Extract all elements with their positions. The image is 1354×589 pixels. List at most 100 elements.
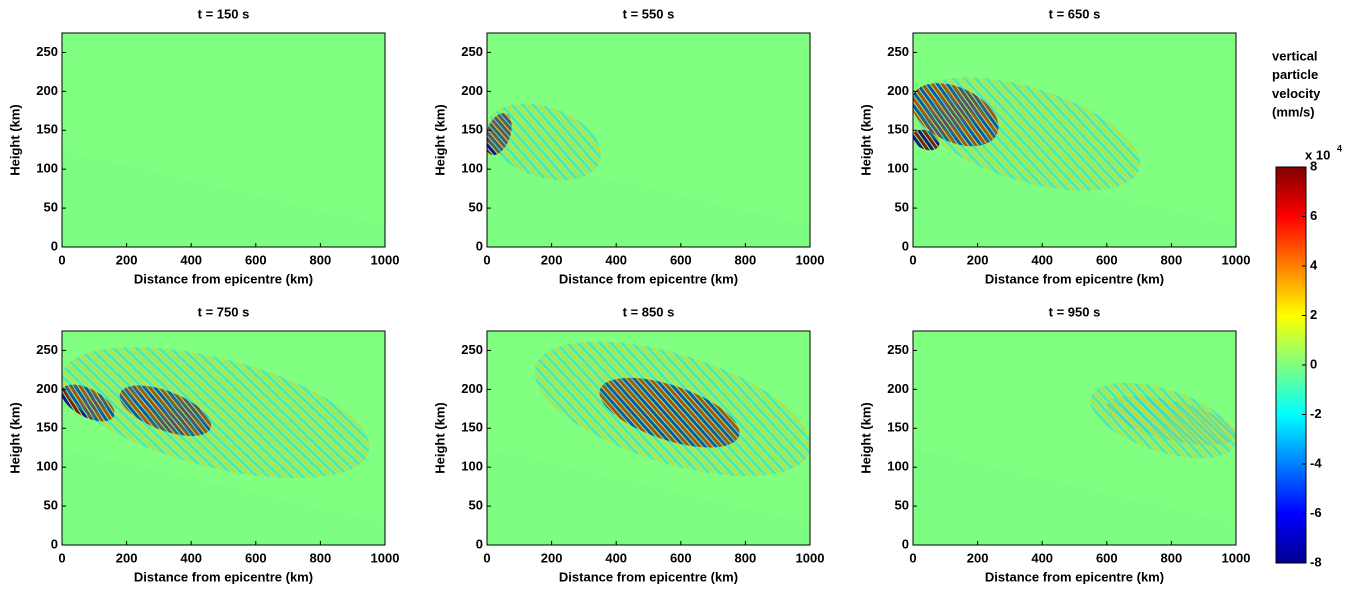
- panel-title: t = 150 s: [198, 6, 250, 21]
- x-axis-label: Distance from epicentre (km): [134, 271, 313, 286]
- y-tick-label: 150: [36, 420, 58, 435]
- x-tick-label: 0: [909, 550, 916, 565]
- y-tick-label: 50: [895, 200, 909, 215]
- x-tick-label: 600: [670, 550, 692, 565]
- panel: 0 200 400 600 800 1000 0 50 100 150 200 250 t = 550 …: [432, 6, 824, 286]
- colorbar-tick-label: -4: [1310, 455, 1322, 470]
- x-tick-label: 200: [541, 550, 563, 565]
- x-axis-label: Distance from epicentre (km): [134, 569, 313, 584]
- wave-packet: [487, 103, 602, 181]
- y-tick-label: 50: [44, 200, 58, 215]
- colorbar-title: particle: [1272, 67, 1318, 82]
- colorbar-title: (mm/s): [1272, 105, 1315, 120]
- x-tick-label: 400: [1031, 252, 1053, 267]
- y-tick-label: 50: [44, 498, 58, 513]
- y-tick-label: 0: [51, 238, 58, 253]
- colorbar-tick-label: -6: [1310, 505, 1322, 520]
- y-axis-label: Height (km): [7, 104, 22, 176]
- panel: 0 200 400 600 800 1000 0 50 100 150 200 250 t = 150 …: [7, 6, 399, 286]
- y-tick-label: 150: [887, 420, 909, 435]
- x-tick-label: 800: [735, 550, 757, 565]
- colorbar-tick-label: 0: [1310, 356, 1317, 371]
- y-tick-label: 200: [36, 381, 58, 396]
- y-tick-label: 50: [895, 498, 909, 513]
- y-tick-label: 0: [902, 536, 909, 551]
- y-axis-label: Height (km): [432, 402, 447, 474]
- y-tick-label: 100: [461, 161, 483, 176]
- y-tick-label: 0: [51, 536, 58, 551]
- x-tick-label: 1000: [1222, 550, 1251, 565]
- x-tick-label: 1000: [796, 252, 825, 267]
- y-tick-label: 150: [36, 122, 58, 137]
- faint-band: [62, 448, 385, 545]
- faint-band: [913, 150, 1236, 247]
- x-tick-label: 400: [605, 550, 627, 565]
- x-tick-label: 0: [909, 252, 916, 267]
- y-tick-label: 200: [887, 381, 909, 396]
- x-tick-label: 800: [735, 252, 757, 267]
- x-tick-label: 1000: [796, 550, 825, 565]
- colorbar-tick-label: -2: [1310, 406, 1322, 421]
- heatmap-field: [913, 382, 1236, 545]
- colorbar-tick-label: -8: [1310, 554, 1322, 569]
- y-tick-label: 0: [476, 536, 483, 551]
- panel: 0 200 400 600 800 1000 0 50 100 150 200 250 t = 950 …: [858, 304, 1250, 584]
- colorbar-exponent: 4: [1337, 143, 1342, 153]
- y-tick-label: 100: [887, 161, 909, 176]
- x-tick-label: 400: [1031, 550, 1053, 565]
- panel: 0 200 400 600 800 1000 0 50 100 150 200 250 t = 750 …: [7, 304, 399, 584]
- y-tick-label: 50: [469, 200, 483, 215]
- x-tick-label: 1000: [371, 550, 400, 565]
- panel: 0 200 400 600 800 1000 0 50 100 150 200 250 t = 650 …: [858, 6, 1250, 286]
- x-tick-label: 0: [483, 252, 490, 267]
- axes-box: [61, 32, 386, 248]
- panel-title: t = 650 s: [1049, 6, 1101, 21]
- colorbar-tick-label: 6: [1310, 208, 1317, 223]
- heatmap-field: [913, 77, 1236, 247]
- x-axis-label: Distance from epicentre (km): [559, 569, 738, 584]
- x-tick-label: 1000: [1222, 252, 1251, 267]
- colorbar-title: vertical: [1272, 48, 1318, 63]
- colorbar-tick-label: 4: [1310, 257, 1318, 272]
- colorbar-tick-label: 8: [1310, 158, 1317, 173]
- panel-title: t = 550 s: [623, 6, 675, 21]
- wave-packet: [913, 77, 1140, 191]
- colorbar: -8 -6 -4 -2 0 2 4 6 8 vertical particle velocity (mm…: [1272, 48, 1342, 569]
- panel: 0 200 400 600 800 1000 0 50 100 150 200 250 t = 850 …: [432, 304, 825, 584]
- faint-band: [487, 448, 810, 545]
- y-axis-label: Height (km): [7, 402, 22, 474]
- y-tick-label: 100: [461, 459, 483, 474]
- x-axis-label: Distance from epicentre (km): [559, 271, 738, 286]
- x-tick-label: 600: [1096, 252, 1118, 267]
- y-axis-label: Height (km): [858, 402, 873, 474]
- x-tick-label: 200: [116, 252, 138, 267]
- colorbar-multiplier: x 10: [1305, 147, 1330, 162]
- faint-band: [913, 448, 1236, 545]
- x-tick-label: 600: [670, 252, 692, 267]
- x-tick-label: 800: [1161, 550, 1183, 565]
- axes-box: [912, 32, 1237, 248]
- x-tick-label: 1000: [371, 252, 400, 267]
- faint-band: [62, 150, 385, 247]
- y-tick-label: 250: [887, 342, 909, 357]
- heatmap-field: [487, 341, 810, 545]
- panel-title: t = 850 s: [623, 304, 675, 319]
- x-tick-label: 200: [967, 252, 989, 267]
- y-tick-label: 150: [461, 420, 483, 435]
- heatmap-field: [62, 150, 385, 247]
- y-tick-label: 150: [461, 122, 483, 137]
- wave-packet: [1106, 395, 1236, 445]
- colorbar-title: velocity: [1272, 86, 1321, 101]
- x-tick-label: 800: [1161, 252, 1183, 267]
- x-tick-label: 600: [245, 252, 267, 267]
- y-tick-label: 100: [36, 161, 58, 176]
- y-tick-label: 0: [902, 238, 909, 253]
- y-tick-label: 150: [887, 122, 909, 137]
- y-tick-label: 200: [461, 83, 483, 98]
- y-tick-label: 250: [461, 342, 483, 357]
- y-axis-label: Height (km): [432, 104, 447, 176]
- x-axis-label: Distance from epicentre (km): [985, 271, 1164, 286]
- x-tick-label: 600: [245, 550, 267, 565]
- panel-title: t = 750 s: [198, 304, 250, 319]
- x-tick-label: 800: [310, 252, 332, 267]
